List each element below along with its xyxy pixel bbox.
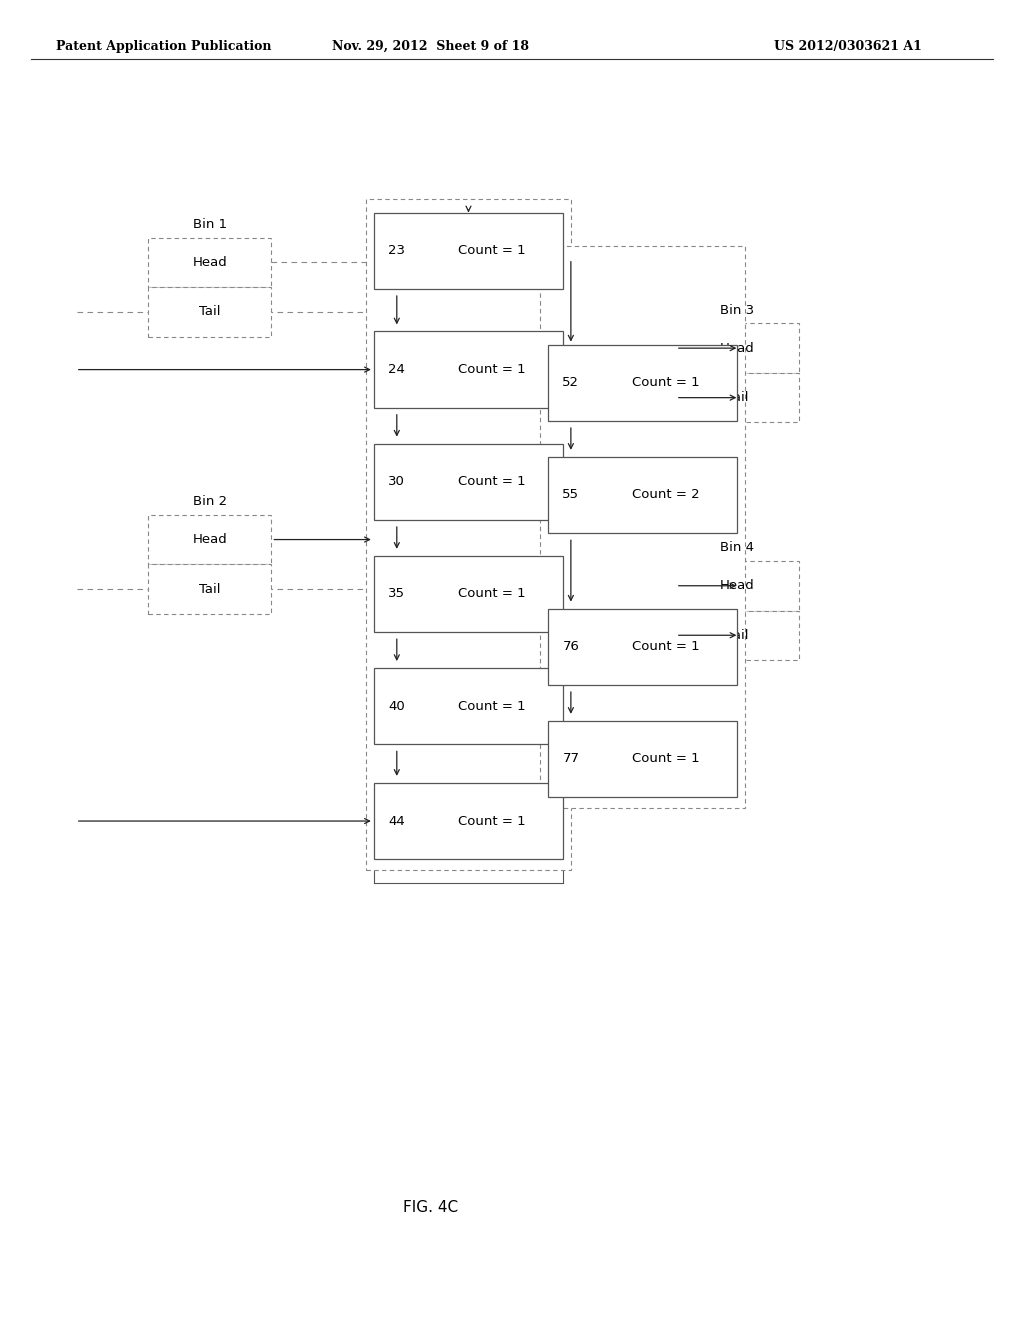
Bar — [374, 783, 563, 859]
Bar — [676, 561, 799, 610]
Text: Count = 1: Count = 1 — [458, 700, 525, 713]
Text: Count = 1: Count = 1 — [458, 475, 525, 488]
Bar — [548, 457, 737, 533]
Bar — [540, 246, 745, 808]
Bar — [148, 515, 271, 565]
Bar — [374, 668, 563, 744]
Bar — [548, 609, 737, 685]
Bar — [374, 556, 563, 632]
Text: Head: Head — [720, 342, 755, 355]
Text: Count = 1: Count = 1 — [458, 814, 525, 828]
Bar — [676, 610, 799, 660]
Text: 24: 24 — [388, 363, 406, 376]
Bar — [374, 331, 563, 408]
Text: Nov. 29, 2012  Sheet 9 of 18: Nov. 29, 2012 Sheet 9 of 18 — [332, 40, 528, 53]
Bar — [374, 444, 563, 520]
Text: Bin 2: Bin 2 — [193, 495, 227, 508]
Text: Tail: Tail — [200, 582, 220, 595]
Text: Bin 1: Bin 1 — [193, 218, 227, 231]
Text: 76: 76 — [562, 640, 580, 653]
Bar — [548, 721, 737, 797]
Text: 23: 23 — [388, 244, 406, 257]
Text: FIG. 4C: FIG. 4C — [402, 1200, 458, 1216]
Text: Count = 1: Count = 1 — [632, 640, 699, 653]
Bar — [676, 372, 799, 422]
Text: Count = 1: Count = 1 — [632, 376, 699, 389]
Text: Head: Head — [193, 256, 227, 269]
Text: Head: Head — [193, 533, 227, 546]
Bar — [148, 288, 271, 337]
Bar — [374, 213, 563, 289]
Text: Count = 1: Count = 1 — [458, 363, 525, 376]
Text: Head: Head — [720, 579, 755, 593]
Text: 40: 40 — [388, 700, 406, 713]
Text: Tail: Tail — [200, 305, 220, 318]
Text: 35: 35 — [388, 587, 406, 601]
Text: 77: 77 — [562, 752, 580, 766]
Text: 55: 55 — [562, 488, 580, 502]
Text: Bin 4: Bin 4 — [720, 541, 755, 554]
Text: Count = 1: Count = 1 — [458, 587, 525, 601]
Bar — [148, 238, 271, 288]
Text: 44: 44 — [388, 814, 406, 828]
Text: Count = 2: Count = 2 — [632, 488, 699, 502]
Text: Count = 1: Count = 1 — [458, 244, 525, 257]
Text: US 2012/0303621 A1: US 2012/0303621 A1 — [774, 40, 922, 53]
Bar — [148, 565, 271, 614]
Bar — [366, 199, 571, 870]
Text: 52: 52 — [562, 376, 580, 389]
Text: Count = 1: Count = 1 — [632, 752, 699, 766]
Text: Tail: Tail — [727, 628, 748, 642]
Text: 30: 30 — [388, 475, 406, 488]
Bar — [676, 323, 799, 372]
Text: Tail: Tail — [727, 391, 748, 404]
Bar — [548, 345, 737, 421]
Text: Patent Application Publication: Patent Application Publication — [56, 40, 271, 53]
Text: Bin 3: Bin 3 — [720, 304, 755, 317]
